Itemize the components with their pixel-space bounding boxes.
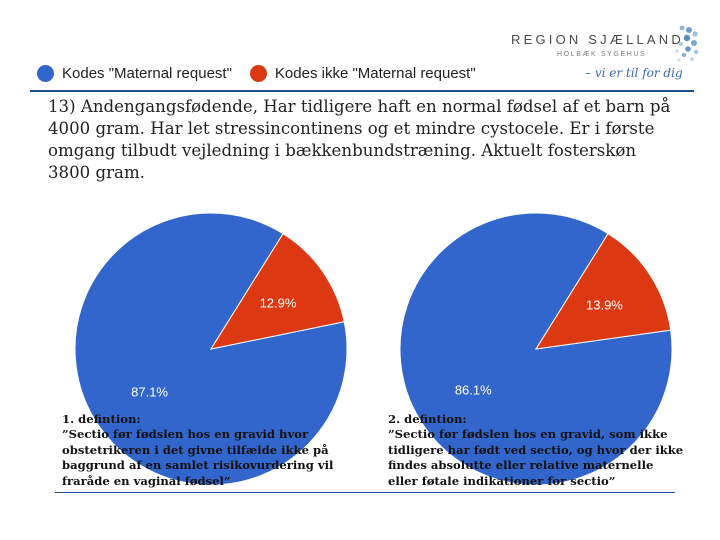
logo-slogan: – vi er til for dig (585, 66, 683, 80)
definition-line: findes absolutte eller relative maternel… (388, 458, 654, 473)
definition-line: fraråde en vaginal fødsel” (62, 473, 231, 488)
header-divider (30, 90, 694, 92)
pie-slice-not-maternal-request (209, 232, 345, 350)
definition-line: tidligere har født ved sectio, og hvor d… (388, 442, 684, 457)
pie-slice-not-maternal-request (535, 232, 672, 350)
definition-2-text: 2. defintion: ”Sectio før fødslen hos en… (388, 412, 688, 489)
logo-dots-icon (675, 25, 699, 62)
legend-label: Kodes "Maternal request" (62, 64, 232, 82)
legend-red-dot-icon (249, 64, 267, 82)
pie-chart-definition-2: 86.1% 13.9% (383, 212, 693, 502)
pie-slice-label: 87.1% (131, 385, 168, 400)
logo-title: REGION SJÆLLAND (511, 32, 684, 47)
chart-legend: Kodes "Maternal request" Kodes ikke "Mat… (37, 62, 494, 84)
bottom-divider (55, 492, 675, 493)
definition-line: 2. defintion: (388, 412, 467, 426)
legend-item-not-maternal-request: Kodes ikke "Maternal request" (249, 64, 476, 82)
pie-slice-label: 12.9% (260, 295, 297, 310)
legend-label: Kodes ikke "Maternal request" (274, 64, 476, 82)
pie-chart-svg: 87.1% 12.9% (74, 212, 348, 486)
case-description: 13) Andengangsfødende, Har tidligere haf… (48, 97, 671, 182)
legend-item-maternal-request: Kodes "Maternal request" (37, 64, 232, 82)
pie-chart-svg: 86.1% 13.9% (399, 212, 673, 486)
legend-blue-dot-icon (37, 64, 54, 82)
pie-slice-label: 86.1% (455, 383, 492, 398)
definition-line: eller føtale indikationer for sectio” (388, 473, 616, 488)
region-sjaelland-logo: REGION SJÆLLAND HOLBÆK SYGEHUS – vi er t… (505, 24, 715, 86)
pie-chart-definition-1: 87.1% 12.9% (58, 212, 368, 502)
definition-1-text: 1. defintion: ”Sectio før fødslen hos en… (62, 412, 362, 489)
definition-line: baggrund af en samlet risikovurdering vi… (62, 458, 334, 473)
definition-line: ”Sectio før fødslen hos en gravid hvor (62, 427, 309, 442)
definition-line: obstetrikeren i det givne tilfælde ikke … (62, 442, 329, 457)
definition-line: ”Sectio før fødslen hos en gravid, som i… (388, 427, 668, 442)
definition-line: 1. defintion: (62, 412, 141, 426)
pie-slice-label: 13.9% (586, 298, 623, 313)
logo-subtitle: HOLBÆK SYGEHUS (557, 51, 647, 58)
